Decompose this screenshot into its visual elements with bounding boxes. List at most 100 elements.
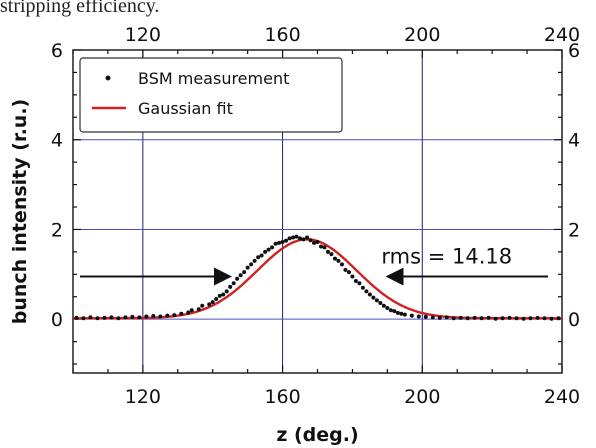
bsm-measurement-point — [500, 316, 505, 321]
bsm-measurement-point — [301, 237, 306, 242]
bsm-measurement-point — [336, 258, 341, 263]
bsm-measurement-point — [395, 310, 400, 315]
bsm-measurement-point — [416, 314, 421, 319]
bsm-measurement-point — [357, 281, 362, 286]
bsm-measurement-point — [367, 292, 372, 297]
bsm-measurement-point — [381, 303, 386, 308]
bsm-measurement-point — [549, 316, 554, 321]
bsm-measurement-point — [284, 238, 289, 243]
y-tick-label-right: 4 — [568, 130, 580, 152]
x-tick-label-bottom: 120 — [125, 386, 161, 408]
bsm-measurement-point — [458, 315, 463, 320]
bsm-measurement-point — [305, 235, 310, 240]
bsm-measurement-point — [186, 310, 191, 315]
bsm-measurement-point — [423, 314, 428, 319]
bsm-measurement-point — [315, 240, 320, 245]
x-tick-label-top: 240 — [544, 24, 580, 46]
bsm-measurement-point — [514, 316, 519, 321]
y-axis-title: bunch intensity (r.u.) — [9, 99, 31, 325]
bsm-measurement-point — [343, 267, 348, 272]
bsm-measurement-point — [346, 270, 351, 275]
bsm-measurement-point — [116, 316, 121, 321]
bsm-measurement-point — [252, 258, 257, 263]
y-tick-label-right: 0 — [568, 309, 580, 331]
bsm-measurement-point — [228, 284, 233, 289]
bsm-measurement-point — [200, 303, 205, 308]
bsm-measurement-point — [350, 274, 355, 279]
bsm-measurement-point — [259, 253, 264, 258]
bsm-measurement-point — [231, 281, 236, 286]
bsm-measurement-point — [217, 293, 222, 298]
bsm-measurement-point — [95, 316, 100, 321]
bsm-measurement-point — [196, 307, 201, 312]
bsm-measurement-point — [249, 262, 254, 267]
y-tick-label-right: 2 — [568, 219, 580, 241]
bsm-measurement-point — [238, 273, 243, 278]
bsm-measurement-point — [472, 315, 477, 320]
bsm-measurement-point — [542, 316, 547, 321]
y-tick-label-left: 0 — [51, 309, 63, 331]
bsm-measurement-point — [353, 279, 358, 284]
bsm-measurement-point — [479, 316, 484, 321]
bsm-measurement-point — [308, 238, 313, 243]
legend-label-bsm: BSM measurement — [138, 69, 289, 88]
bsm-measurement-point — [256, 255, 261, 260]
bsm-measurement-point — [144, 314, 149, 319]
bsm-measurement-point — [273, 241, 278, 246]
bsm-measurement-point — [493, 316, 498, 321]
bsm-measurement-point — [312, 240, 317, 245]
bsm-measurement-point — [207, 302, 212, 307]
x-tick-label-bottom: 160 — [264, 386, 300, 408]
bsm-measurement-point — [556, 316, 561, 321]
rms-annotation: rms = 14.18 — [381, 244, 512, 268]
legend-box — [79, 57, 343, 133]
bsm-measurement-point — [158, 314, 163, 319]
bsm-measurement-point — [88, 315, 93, 320]
bsm-measurement-point — [280, 240, 285, 245]
bsm-measurement-point — [465, 316, 470, 321]
bsm-measurement-point — [270, 245, 275, 250]
y-tick-label-left: 2 — [51, 219, 63, 241]
bsm-measurement-point — [210, 300, 215, 305]
bsm-measurement-point — [486, 315, 491, 320]
bsm-measurement-point — [137, 315, 142, 320]
bsm-measurement-point — [224, 289, 229, 294]
bsm-measurement-point — [151, 314, 156, 319]
bsm-measurement-point — [374, 298, 379, 303]
bsm-measurement-point — [322, 245, 327, 250]
bsm-measurement-point — [130, 314, 135, 319]
bsm-measurement-point — [266, 247, 271, 252]
bsm-measurement-point — [109, 315, 114, 320]
x-tick-label-bottom: 240 — [544, 386, 580, 408]
bsm-measurement-point — [242, 270, 247, 275]
bsm-measurement-point — [81, 316, 86, 321]
bsm-measurement-point — [444, 315, 449, 320]
bsm-measurement-point — [385, 305, 390, 310]
bsm-measurement-point — [535, 315, 540, 320]
y-tick-label-left: 6 — [51, 40, 63, 62]
bsm-measurement-point — [528, 316, 533, 321]
bsm-measurement-point — [388, 308, 393, 313]
bsm-measurement-point — [172, 313, 177, 318]
bsm-measurement-point — [235, 276, 240, 281]
x-axis-title: z (deg.) — [276, 424, 358, 446]
bsm-measurement-point — [214, 296, 219, 301]
bsm-measurement-point — [402, 312, 407, 317]
bsm-measurement-point — [399, 311, 404, 316]
bsm-measurement-point — [437, 315, 442, 320]
bsm-measurement-point — [123, 315, 128, 320]
bsm-measurement-point — [245, 265, 250, 270]
bsm-measurement-point — [298, 236, 303, 241]
bsm-measurement-point — [318, 244, 323, 249]
x-tick-label-top: 160 — [264, 24, 300, 46]
bsm-measurement-point — [371, 295, 376, 300]
bsm-measurement-point — [332, 256, 337, 261]
x-tick-label-top: 120 — [125, 24, 161, 46]
bsm-measurement-point — [430, 315, 435, 320]
bsm-measurement-point — [325, 249, 330, 254]
bsm-measurement-point — [263, 249, 268, 254]
bsm-measurement-point — [507, 315, 512, 320]
bsm-measurement-point — [392, 309, 397, 314]
bsm-measurement-point — [189, 308, 194, 313]
plot-area: 120 120 160 160 200 200 240 240 0 0 2 2 4 4 6 6 z (deg.)… — [9, 24, 580, 446]
